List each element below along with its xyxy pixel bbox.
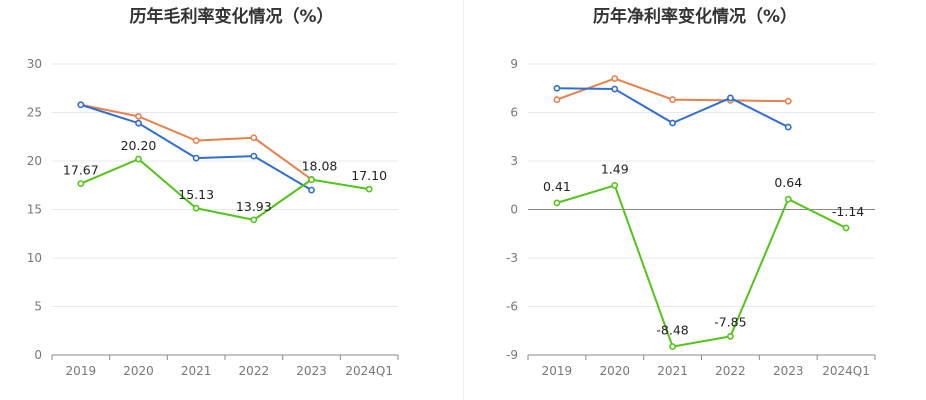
data-label: 13.93: [236, 199, 272, 214]
x-tick-label: 2019: [66, 364, 97, 378]
gross-margin-chart-panel: 历年毛利率变化情况（%） 0 5 10 15 20 25 30 2019 2020 2021 202…: [27, 7, 399, 378]
x-tick-label: 2022: [715, 364, 746, 378]
gross-margin-chart: 0 5 10 15 20 25 30 2019 2020 2021 2022 2023 2024Q1 17…: [27, 57, 399, 378]
data-label: 15.13: [178, 187, 214, 202]
data-point: [250, 216, 258, 224]
x-tick-label: 2020: [123, 364, 154, 378]
data-point: [784, 123, 792, 131]
y-tick-label: -6: [506, 300, 518, 314]
data-label: 20.20: [121, 138, 157, 153]
data-label: 0.41: [543, 179, 571, 194]
data-point: [308, 176, 315, 184]
data-label: 17.67: [63, 163, 99, 178]
y-tick-label: 0: [510, 203, 518, 217]
data-point: [135, 112, 142, 120]
data-point: [192, 154, 200, 162]
y-tick-label: 0: [34, 348, 42, 362]
x-tick-label: 2019: [542, 364, 573, 378]
chart-title: 历年毛利率变化情况（%）: [129, 7, 334, 27]
data-label: 18.08: [302, 159, 338, 174]
data-point: [669, 96, 676, 103]
data-point: [365, 185, 373, 193]
data-point: [250, 134, 258, 142]
data-point: [77, 101, 85, 109]
x-tick-label: 2024Q1: [822, 364, 870, 378]
data-label: 0.64: [774, 175, 802, 190]
series-line: [80, 103, 313, 191]
y-tick-label: 15: [27, 203, 42, 217]
data-point: [553, 96, 561, 103]
y-tick-label: -9: [506, 348, 518, 362]
data-point: [669, 119, 676, 127]
data-point: [308, 186, 315, 194]
data-point: [727, 94, 734, 102]
x-tick-label: 2021: [181, 364, 212, 378]
net-margin-chart-panel: 历年净利率变化情况（%） -9 -6 -3 0 3 6 9 2019 2020 2021 2022 2…: [463, 0, 926, 400]
x-tick-label: 2022: [239, 364, 270, 378]
net-margin-chart: -9 -6 -3 0 3 6 9 2019 2020 2021 2022 2023 2024Q1 0.41…: [506, 57, 876, 378]
data-point: [669, 343, 676, 350]
data-point: [135, 119, 142, 127]
data-point: [77, 180, 85, 188]
data-point: [784, 97, 792, 105]
data-point: [192, 204, 200, 212]
data-point: [553, 199, 561, 207]
y-tick-label: 25: [27, 106, 42, 120]
data-point: [611, 85, 619, 93]
series-line: [556, 184, 847, 348]
x-tick-label: 2023: [296, 364, 327, 378]
y-tick-label: 9: [510, 57, 518, 71]
data-point: [135, 155, 142, 163]
data-point: [727, 333, 734, 340]
data-point: [611, 75, 619, 82]
y-tick-label: 6: [510, 106, 518, 120]
y-tick-label: 3: [510, 154, 518, 168]
x-tick-label: 2020: [599, 364, 630, 378]
data-label: -8.48: [656, 323, 688, 338]
data-point: [192, 137, 200, 145]
y-tick-label: 5: [34, 300, 42, 314]
chart-title: 历年净利率变化情况（%）: [592, 7, 798, 27]
x-tick-label: 2023: [773, 364, 804, 378]
data-point: [842, 224, 850, 232]
data-point: [611, 182, 619, 189]
series-line: [80, 158, 370, 221]
x-tick-label: 2021: [657, 364, 688, 378]
data-label: -1.14: [832, 204, 864, 219]
data-label: 1.49: [601, 161, 629, 176]
data-point: [784, 195, 792, 203]
y-tick-label: 20: [27, 154, 42, 168]
y-tick-label: 30: [27, 57, 42, 71]
data-point: [553, 84, 561, 92]
data-point: [250, 152, 258, 160]
data-label: -7.85: [714, 314, 746, 329]
y-tick-label: -3: [506, 251, 518, 265]
x-tick-label: 2024Q1: [345, 364, 393, 378]
data-label: 17.10: [351, 168, 387, 183]
y-tick-label: 10: [27, 251, 42, 265]
